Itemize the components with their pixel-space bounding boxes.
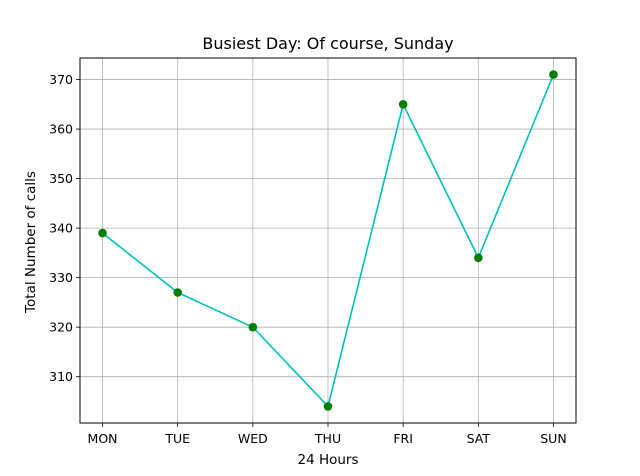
chart-title: Busiest Day: Of course, Sunday <box>202 34 453 53</box>
data-point-fri <box>398 100 408 109</box>
x-tick-label: SAT <box>467 431 491 446</box>
y-tick-label: 350 <box>49 171 73 186</box>
x-axis-label: 24 Hours <box>297 452 358 468</box>
y-tick-label: 340 <box>49 221 73 236</box>
grid-lines <box>80 58 576 423</box>
y-axis-label: Total Number of calls <box>23 171 39 314</box>
x-tick-label: WED <box>238 431 268 446</box>
x-tick-label: FRI <box>393 431 413 446</box>
data-point-tue <box>173 288 182 297</box>
series-group <box>98 70 558 411</box>
x-tick-label: THU <box>314 431 341 446</box>
y-tick-label: 370 <box>49 72 73 87</box>
data-point-thu <box>323 402 333 411</box>
axis-ticks: MON TUE WED THU FRI SAT SUN 310 320 330 340 350 360 3… <box>49 72 567 446</box>
data-point-sat <box>474 253 483 263</box>
y-tick-label: 360 <box>49 122 73 137</box>
y-tick-label: 310 <box>49 369 73 384</box>
y-tick-label: 320 <box>49 320 73 335</box>
data-point-wed <box>248 322 258 332</box>
x-tick-label: TUE <box>164 431 190 446</box>
data-point-mon <box>98 228 107 238</box>
y-tick-label: 330 <box>49 270 73 285</box>
x-tick-label: SUN <box>540 431 566 446</box>
data-point-sun <box>549 70 558 79</box>
x-tick-label: MON <box>88 431 118 446</box>
